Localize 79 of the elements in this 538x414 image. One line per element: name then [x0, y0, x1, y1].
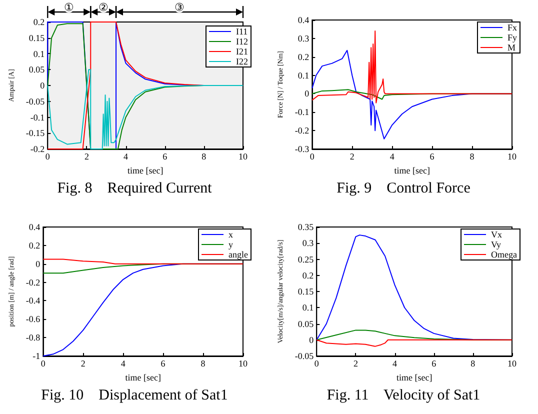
x-tick-label: 8: [470, 152, 475, 162]
x-tick-label: 4: [120, 358, 126, 368]
y-tick-label: -0.4: [26, 296, 41, 306]
y-tick-label: 0.2: [33, 17, 45, 27]
x-tick-label: 2: [350, 152, 354, 162]
text: Fig. 10 Displacement of Sat1: [41, 388, 228, 404]
y-tick-label: 0.25: [298, 254, 314, 264]
y-tick-label: 0.4: [28, 222, 41, 232]
legend-label: ②: [98, 2, 108, 14]
y-tick-label: -0.6: [26, 314, 41, 324]
x-axis-title: time [sec]: [127, 165, 164, 176]
x-axis-title: time [sec]: [125, 372, 161, 382]
y-tick-label: 0.2: [298, 52, 310, 62]
legend-label: I21: [236, 46, 248, 56]
x-axis-title: time [sec]: [396, 372, 432, 382]
x-tick-label: 8: [202, 152, 207, 162]
x-tick-label: 2: [84, 152, 89, 162]
y-tick-label: 0.2: [302, 270, 314, 280]
y-tick-label: 0: [309, 334, 314, 345]
y-tick-label: 0.2: [28, 240, 40, 250]
x-tick-label: 4: [124, 152, 129, 162]
y-tick-label: -0.2: [26, 277, 40, 288]
y-tick-label: -0.1: [294, 107, 310, 118]
legend-label: I12: [236, 36, 248, 46]
y-tick-label: 0.05: [28, 64, 46, 75]
y-tick-label: -1: [32, 351, 40, 361]
x-tick-label: 2: [80, 358, 86, 368]
y-tick-label: 0: [40, 80, 46, 90]
x-tick-label: 8: [470, 358, 476, 368]
x-tick-label: 4: [392, 358, 398, 368]
y-tick-label: -0.05: [26, 96, 46, 106]
text: Fig. 9 Control Force: [336, 180, 471, 196]
x-tick-label: 2: [353, 358, 358, 368]
y-tick-label: -0.8: [26, 332, 41, 343]
x-tick-label: 10: [508, 152, 517, 162]
legend-label: Vy: [491, 240, 502, 250]
x-axis-title: time [sec]: [394, 165, 430, 176]
x-tick-label: 6: [160, 358, 166, 368]
text: Fig. 11 Velocity of Sat1: [326, 388, 480, 404]
y-tick-label: -0.2: [30, 144, 45, 154]
line-series: [316, 339, 512, 347]
y-tick-label: 0.15: [298, 286, 314, 296]
y-tick-label: -0.15: [26, 128, 46, 138]
y-tick-label: -0.1: [30, 112, 45, 122]
text: Fig. 8 Required Current: [57, 180, 213, 196]
legend-label: x: [228, 230, 234, 240]
x-tick-label: 4: [390, 152, 395, 162]
y-tick-label: 0.15: [28, 32, 46, 43]
x-tick-label: 10: [508, 358, 517, 368]
y-tick-label: 0.3: [302, 238, 314, 248]
y-tick-label: 0.1: [302, 302, 314, 313]
legend-label: ①: [64, 2, 74, 14]
legend-label: I22: [236, 56, 248, 66]
y-tick-label: 0.4: [298, 15, 310, 25]
x-tick-label: 10: [238, 358, 248, 368]
legend-label: M: [507, 42, 516, 52]
y-tick-label: -0.2: [294, 126, 310, 136]
legend-label: y: [228, 240, 234, 250]
y-tick-label: 0.3: [298, 33, 310, 44]
legend-label: Fy: [507, 32, 518, 42]
legend-label: Omega: [491, 250, 518, 260]
x-tick-label: 8: [200, 358, 206, 368]
y-tick-label: 0: [304, 88, 310, 99]
x-tick-label: 6: [430, 152, 435, 162]
y-tick-label: 0.1: [298, 70, 310, 80]
y-tick-label: 0.05: [298, 318, 314, 329]
legend-label: I11: [236, 26, 248, 36]
x-tick-label: 6: [162, 152, 168, 162]
band-label: ③: [174, 2, 185, 14]
legend-label: angle: [228, 250, 248, 260]
legend-label: Fx: [507, 22, 518, 32]
x-tick-label: 10: [238, 152, 248, 162]
y-tick-label: -0.3: [294, 144, 310, 154]
y-tick-label: -0.05: [294, 351, 314, 361]
y-tick-label: 0.35: [298, 222, 314, 232]
legend-label: Vx: [491, 230, 503, 240]
x-tick-label: 6: [432, 358, 437, 368]
y-tick-label: 0.1: [33, 48, 45, 59]
y-tick-label: 0: [36, 258, 41, 269]
